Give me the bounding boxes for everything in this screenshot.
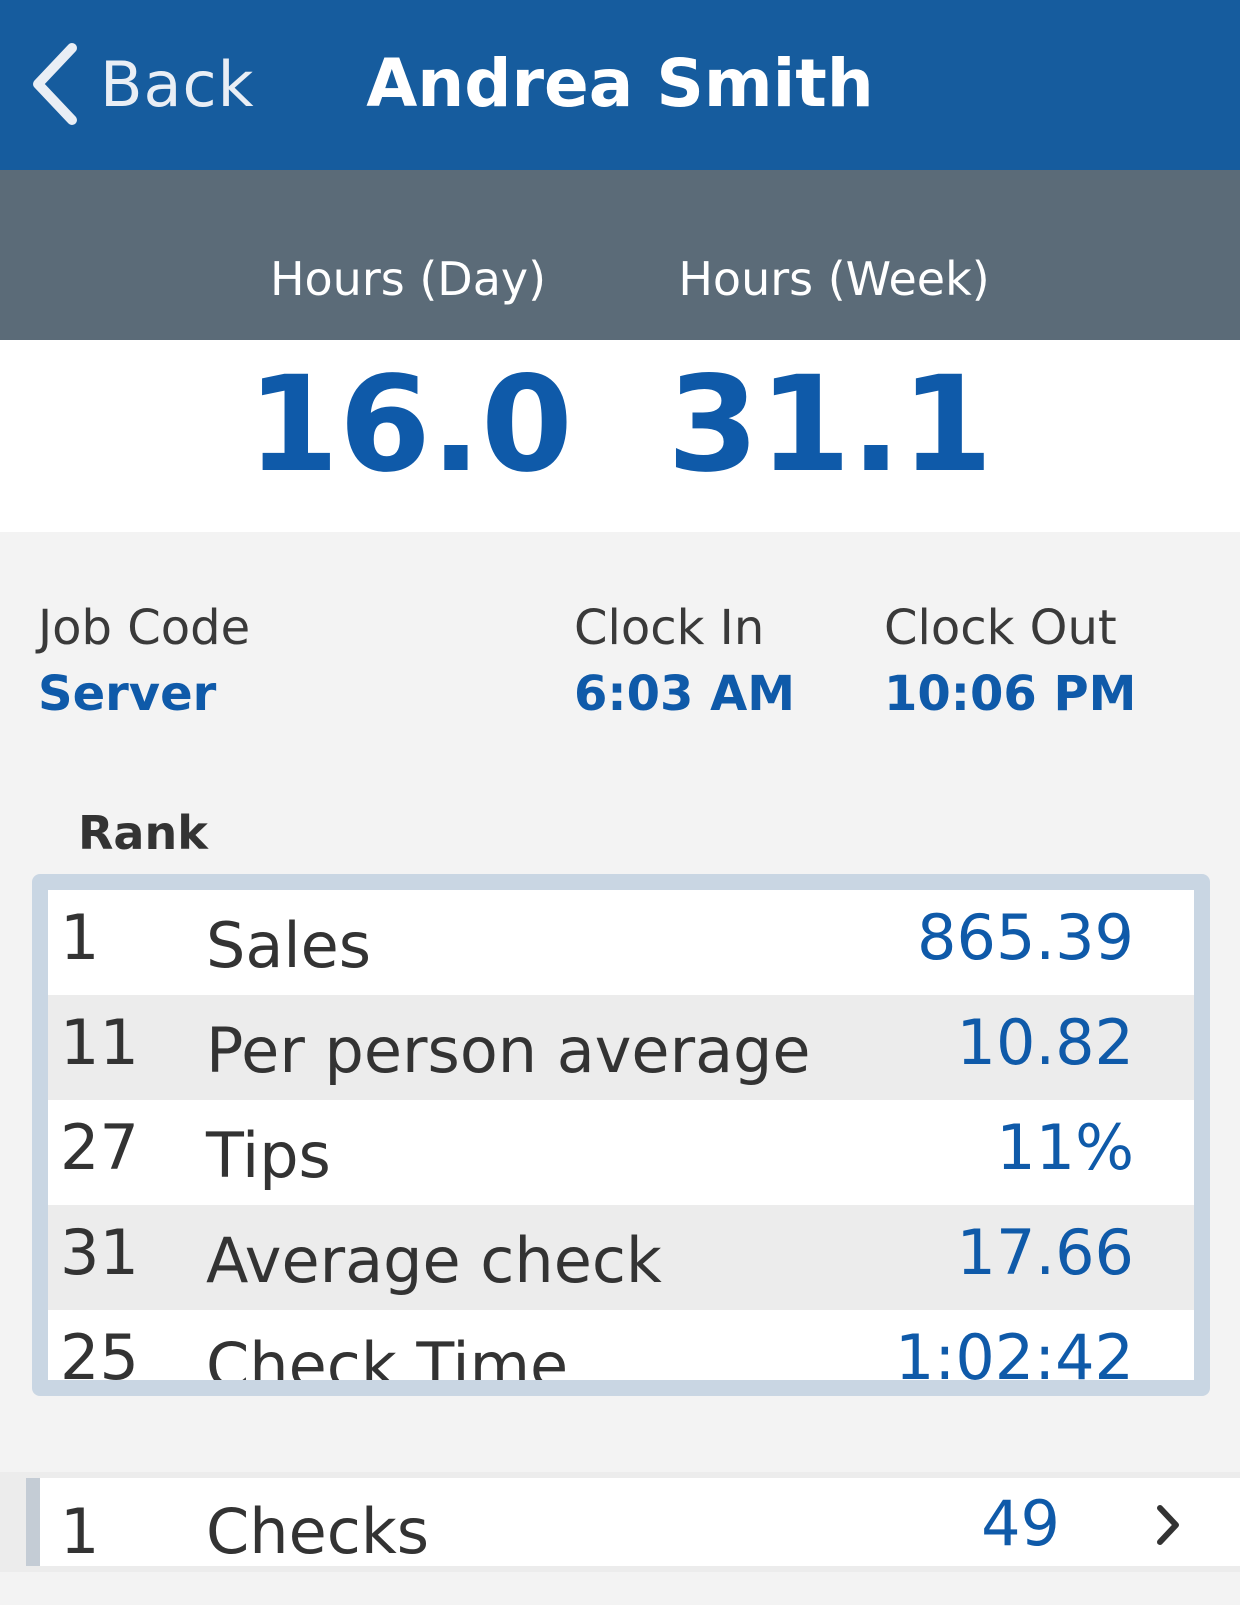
- rank-number: 25: [60, 1321, 139, 1380]
- hours-week-value: 31.1: [667, 348, 993, 502]
- rank-number: 27: [60, 1111, 139, 1184]
- rank-heading: Rank: [78, 806, 208, 860]
- rank-number: 1: [60, 901, 100, 974]
- rank-row-tips[interactable]: 27 Tips 11%: [48, 1100, 1194, 1205]
- rank-metric-name: Average check: [206, 1224, 662, 1297]
- rank-metric-name: Check Time: [206, 1329, 569, 1380]
- checks-row[interactable]: [0, 1472, 1240, 1572]
- back-button[interactable]: Back: [28, 38, 255, 130]
- rank-row-per-person-average[interactable]: 11 Per person average 10.82: [48, 995, 1194, 1100]
- rank-metric-value: 1:02:42: [894, 1321, 1134, 1380]
- clock-in-label: Clock In: [574, 600, 765, 656]
- rank-metric-value: 865.39: [917, 901, 1134, 974]
- hours-header: [0, 170, 1240, 340]
- rank-row-check-time[interactable]: 25 Check Time 1:02:42: [48, 1310, 1194, 1380]
- rank-number: 11: [60, 1006, 139, 1079]
- rank-metric-name: Per person average: [206, 1014, 811, 1087]
- hours-values-panel: [0, 340, 1240, 532]
- checks-value: 49: [981, 1487, 1060, 1560]
- clock-out-label: Clock Out: [884, 600, 1117, 656]
- checks-rank-number: 1: [60, 1495, 100, 1568]
- job-code-label: Job Code: [38, 600, 251, 656]
- chevron-left-icon: [33, 43, 77, 125]
- chevron-right-icon[interactable]: [1152, 1500, 1182, 1550]
- rank-number: 31: [60, 1216, 139, 1289]
- job-code-value: Server: [38, 666, 217, 722]
- hours-day-label: Hours (Day): [269, 252, 547, 306]
- rank-metric-name: Sales: [206, 909, 372, 982]
- rank-metric-value: 10.82: [956, 1006, 1135, 1079]
- rank-metric-value: 11%: [996, 1111, 1134, 1184]
- rank-row-average-check[interactable]: 31 Average check 17.66: [48, 1205, 1194, 1310]
- clock-out-value: 10:06 PM: [884, 666, 1137, 722]
- rank-metric-value: 17.66: [956, 1216, 1135, 1289]
- hours-day-value: 16.0: [247, 348, 573, 502]
- rank-table: 1 Sales 865.39 11 Per person average 10.…: [32, 874, 1210, 1396]
- checks-label: Checks: [206, 1495, 430, 1568]
- page-title: Andrea Smith: [366, 45, 874, 122]
- hours-week-label: Hours (Week): [678, 252, 990, 306]
- nav-bar: [0, 0, 1240, 170]
- rank-metric-name: Tips: [206, 1119, 331, 1192]
- checks-row-cell: [26, 1478, 1240, 1566]
- clock-in-value: 6:03 AM: [574, 666, 796, 722]
- rank-row-sales[interactable]: 1 Sales 865.39: [48, 890, 1194, 995]
- back-label: Back: [100, 47, 255, 121]
- rank-table-body: 1 Sales 865.39 11 Per person average 10.…: [48, 890, 1194, 1380]
